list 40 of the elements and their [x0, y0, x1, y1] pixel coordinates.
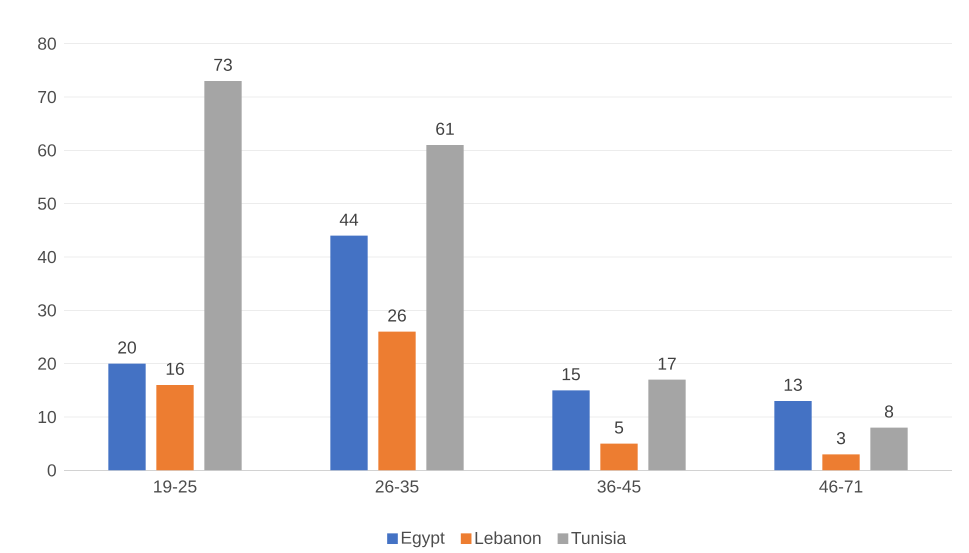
legend-label: Lebanon — [476, 531, 540, 544]
y-tick-label: 20 — [38, 358, 56, 370]
x-tick-label: 26-35 — [376, 480, 418, 493]
bar — [330, 236, 368, 470]
data-label: 61 — [436, 122, 454, 135]
data-label: 26 — [388, 309, 406, 322]
y-tick-label: 30 — [38, 304, 56, 316]
bar — [822, 454, 860, 470]
bar — [870, 428, 908, 470]
x-tick-label: 36-45 — [598, 480, 640, 493]
data-label: 44 — [340, 214, 358, 226]
bar — [108, 364, 146, 470]
y-tick-label: 10 — [38, 410, 56, 424]
bar — [600, 444, 638, 470]
bar — [204, 81, 242, 470]
y-tick-label: 50 — [38, 198, 56, 210]
bar — [774, 401, 812, 470]
y-tick-label: 0 — [48, 464, 56, 476]
data-label: 3 — [836, 432, 846, 444]
data-label: 13 — [784, 378, 802, 391]
bar — [552, 390, 590, 470]
bar — [378, 332, 416, 470]
legend-label: Egypt — [402, 532, 445, 548]
data-label: 73 — [214, 58, 232, 71]
bar — [648, 380, 686, 470]
x-tick-label: 19-25 — [154, 480, 196, 493]
y-tick-label: 60 — [38, 144, 56, 156]
x-tick-label: 46-71 — [819, 480, 862, 493]
bar — [156, 385, 194, 470]
legend-label: Tunisia — [571, 531, 626, 544]
data-label: 15 — [562, 368, 580, 380]
y-tick-label: 70 — [38, 90, 56, 104]
data-label: 16 — [166, 362, 184, 375]
bar — [426, 145, 464, 470]
data-label: 8 — [884, 405, 894, 418]
y-tick-label: 40 — [38, 250, 56, 264]
data-label: 5 — [614, 422, 624, 434]
y-tick-label: 80 — [38, 38, 56, 50]
data-label: 17 — [658, 358, 676, 370]
data-label: 20 — [118, 341, 136, 354]
